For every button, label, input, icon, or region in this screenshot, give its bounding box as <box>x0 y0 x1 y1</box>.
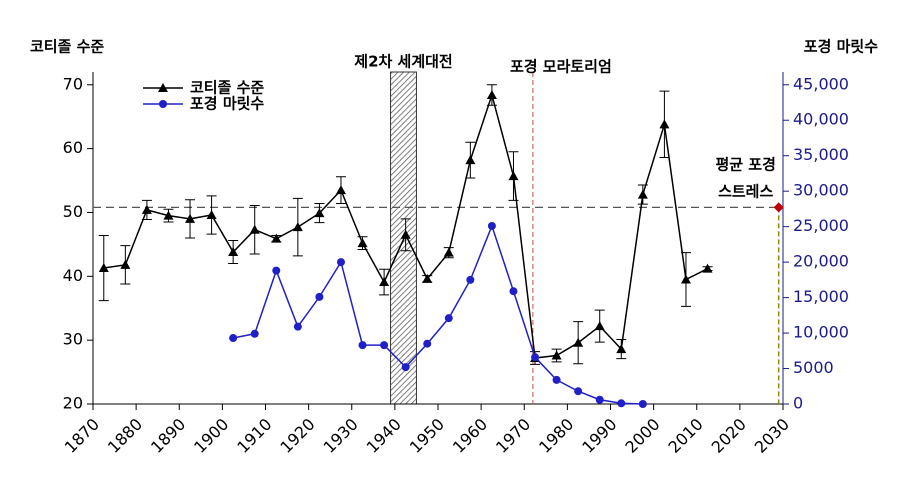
data-point <box>509 287 518 296</box>
data-point <box>163 210 174 220</box>
data-point <box>120 259 131 269</box>
stress-label: 스트레스 <box>718 183 773 201</box>
data-point <box>229 334 238 343</box>
x-tick-label: 1960 <box>449 415 491 457</box>
data-point <box>573 337 584 347</box>
data-point <box>98 263 109 273</box>
data-point <box>443 247 454 257</box>
data-point <box>638 400 647 408</box>
x-tick-label: 1970 <box>492 415 534 457</box>
data-point <box>206 210 217 220</box>
y-tick-label: 20 <box>63 394 83 413</box>
data-point <box>422 273 433 283</box>
data-point <box>659 119 670 129</box>
x-tick-label: 1910 <box>233 415 275 457</box>
data-point <box>357 238 368 248</box>
data-point <box>379 277 390 287</box>
data-point <box>466 275 475 284</box>
data-point <box>315 292 324 301</box>
y2-tick-label: 25,000 <box>793 216 849 235</box>
data-point <box>487 221 496 230</box>
y-tick-label: 60 <box>63 138 83 157</box>
data-point <box>680 274 691 284</box>
data-point <box>702 263 713 273</box>
stress-label: 평균 포경 <box>715 156 775 174</box>
data-point <box>594 321 605 331</box>
data-point <box>380 341 389 350</box>
y-tick-label: 70 <box>63 74 83 93</box>
data-point <box>335 185 346 195</box>
data-point <box>401 363 410 372</box>
x-tick-label: 1920 <box>276 415 318 457</box>
data-point <box>423 339 432 348</box>
series-line <box>233 223 643 405</box>
data-point <box>292 222 303 232</box>
y-axis-title: 코티졸 수준 <box>30 38 104 56</box>
moratorium-label: 포경 모라토리엄 <box>510 58 612 76</box>
span-label: 제2차 세계대전 <box>354 53 452 71</box>
data-point <box>336 258 345 267</box>
data-point <box>617 399 626 408</box>
data-point <box>508 171 519 181</box>
legend-marker <box>158 83 168 92</box>
data-point <box>616 344 627 354</box>
data-point <box>552 375 561 384</box>
y2-tick-label: 20,000 <box>793 252 849 271</box>
y-tick-label: 30 <box>63 330 83 349</box>
data-point <box>293 322 302 331</box>
x-tick-label: 1950 <box>406 415 448 457</box>
y2-tick-label: 30,000 <box>793 181 849 200</box>
x-tick-label: 2030 <box>751 415 793 457</box>
data-point <box>595 395 604 404</box>
x-tick-label: 1900 <box>190 415 232 457</box>
data-point <box>250 329 259 338</box>
x-tick-label: 1890 <box>147 415 189 457</box>
data-point <box>465 155 476 165</box>
y2-tick-label: 45,000 <box>793 74 849 93</box>
data-point <box>574 387 583 396</box>
data-point <box>486 89 497 99</box>
data-point <box>637 189 648 199</box>
y2-tick-label: 35,000 <box>793 145 849 164</box>
data-point <box>400 229 411 239</box>
data-point <box>271 233 282 243</box>
x-tick-label: 2000 <box>621 415 663 457</box>
y-tick-label: 40 <box>63 266 83 285</box>
x-tick-label: 1880 <box>104 415 146 457</box>
x-tick-label: 1990 <box>578 415 620 457</box>
data-point <box>314 208 325 218</box>
data-point <box>272 266 281 275</box>
x-tick-label: 1940 <box>363 415 405 457</box>
data-point <box>444 314 453 323</box>
x-tick-label: 2020 <box>708 415 750 457</box>
y2-tick-label: 5000 <box>793 358 834 377</box>
data-point <box>228 247 239 257</box>
y2-tick-label: 0 <box>793 394 803 413</box>
x-tick-label: 1870 <box>61 415 103 457</box>
x-tick-label: 1980 <box>535 415 577 457</box>
data-point <box>141 204 152 214</box>
x-tick-label: 2010 <box>665 415 707 457</box>
legend-label: 포경 마릿수 <box>190 95 264 113</box>
y2-tick-label: 15,000 <box>793 287 849 306</box>
x-tick-label: 1930 <box>320 415 362 457</box>
y2-tick-label: 10,000 <box>793 323 849 342</box>
data-point <box>249 224 260 234</box>
legend-label: 코티졸 수준 <box>190 79 264 97</box>
legend-marker <box>159 100 167 108</box>
stress-point <box>773 202 784 213</box>
y2-tick-label: 40,000 <box>793 110 849 129</box>
y2-axis-title: 포경 마릿수 <box>804 38 878 56</box>
data-point <box>358 341 367 350</box>
data-point <box>551 350 562 360</box>
y-tick-label: 50 <box>63 202 83 221</box>
data-point <box>531 353 540 362</box>
data-point <box>185 213 196 223</box>
